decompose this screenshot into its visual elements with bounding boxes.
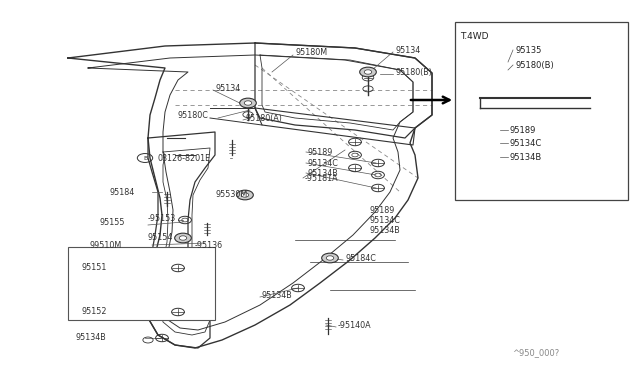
Text: 95134B: 95134B (75, 334, 106, 343)
Text: 95151: 95151 (82, 263, 108, 273)
Circle shape (241, 193, 249, 197)
Text: 95180(A): 95180(A) (245, 113, 282, 122)
Text: -95140A: -95140A (338, 321, 372, 330)
Bar (455, 22, 628, 200)
Text: 95180M: 95180M (295, 48, 327, 57)
Text: 99510M: 99510M (90, 241, 122, 250)
Text: -95136: -95136 (195, 241, 223, 250)
Circle shape (240, 98, 256, 108)
Circle shape (237, 190, 253, 200)
Text: 95180(B): 95180(B) (515, 61, 554, 70)
Text: 95134B: 95134B (308, 169, 339, 177)
Circle shape (364, 70, 372, 74)
Text: -95153: -95153 (148, 214, 176, 222)
Circle shape (179, 236, 187, 240)
Text: 95154: 95154 (148, 232, 173, 241)
Text: 95134B: 95134B (262, 291, 292, 299)
Text: 95180C: 95180C (178, 110, 209, 119)
Circle shape (244, 101, 252, 105)
Circle shape (501, 66, 509, 70)
Text: B: B (143, 155, 147, 160)
Text: 95189: 95189 (308, 148, 333, 157)
Bar (68, 247, 215, 320)
Circle shape (326, 256, 333, 260)
Text: 95134B: 95134B (510, 153, 542, 161)
Text: 95180(B): 95180(B) (395, 67, 432, 77)
Text: T.4WD: T.4WD (460, 32, 488, 41)
Text: 95134: 95134 (215, 83, 240, 93)
Text: 95530M: 95530M (215, 189, 247, 199)
Circle shape (175, 233, 191, 243)
Text: ^950_000?: ^950_000? (512, 348, 559, 357)
Text: 95134: 95134 (395, 45, 420, 55)
Circle shape (360, 67, 376, 77)
Text: 95134C: 95134C (370, 215, 401, 224)
Text: 95134C: 95134C (510, 138, 542, 148)
Text: 95134C: 95134C (308, 158, 339, 167)
Text: -95181A: -95181A (305, 173, 339, 183)
Text: 95189: 95189 (370, 205, 396, 215)
Text: 95135: 95135 (515, 45, 541, 55)
Text: 95189: 95189 (510, 125, 536, 135)
Text: 95184C: 95184C (345, 253, 376, 263)
Text: 95152: 95152 (82, 308, 108, 317)
Circle shape (322, 253, 339, 263)
Text: 95184: 95184 (110, 187, 135, 196)
Circle shape (497, 63, 513, 73)
Text: 08126-8201E: 08126-8201E (158, 154, 211, 163)
Text: 95155: 95155 (100, 218, 125, 227)
Text: 95134B: 95134B (370, 225, 401, 234)
